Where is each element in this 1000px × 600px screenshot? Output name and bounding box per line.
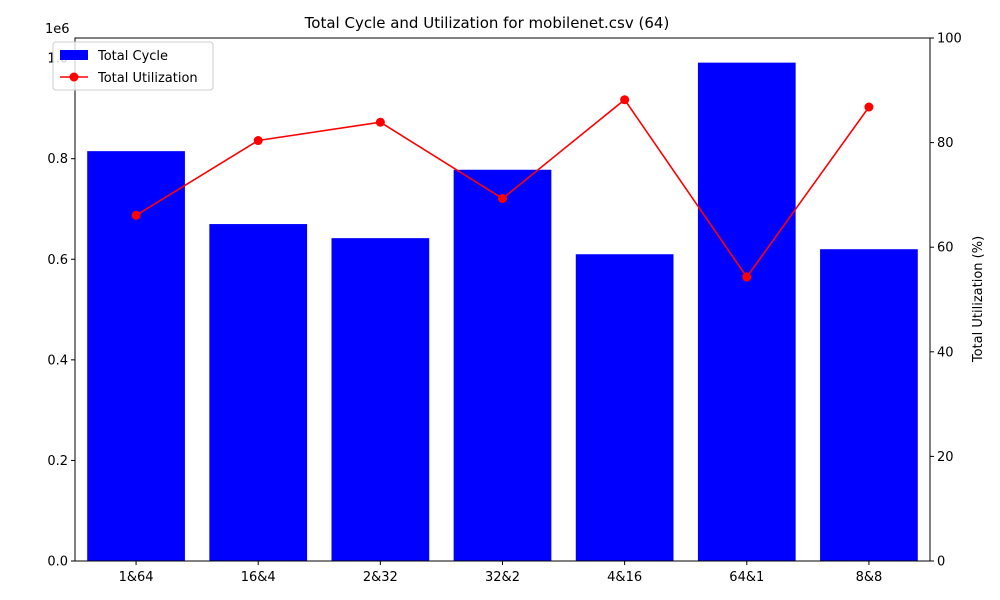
x-axis-tick-label: 32&2 — [485, 570, 520, 585]
bar-total-cycle — [820, 249, 918, 561]
left-axis-tick-label: 0.2 — [47, 454, 68, 469]
x-axis-tick-label: 4&16 — [607, 570, 642, 585]
left-axis-tick-label: 0.4 — [47, 353, 68, 368]
point-total-utilization — [864, 102, 874, 112]
left-axis-tick-label: 0.0 — [47, 555, 68, 570]
legend-label-total-cycle: Total Cycle — [97, 49, 168, 64]
x-axis-tick-label: 64&1 — [729, 570, 764, 585]
legend-swatch-total-utilization-marker — [69, 72, 79, 82]
point-total-utilization — [131, 210, 141, 220]
legend: Total Cycle Total Utilization — [52, 41, 214, 91]
chart-title: Total Cycle and Utilization for mobilene… — [304, 14, 670, 32]
right-axis-tick-label: 60 — [937, 241, 954, 256]
x-axis-tick-label: 1&64 — [119, 570, 154, 585]
bar-total-cycle — [331, 238, 430, 561]
legend-label-total-utilization: Total Utilization — [97, 71, 198, 86]
right-axis-label: Total Utilization (%) — [971, 236, 986, 363]
left-axis-tick-label: 0.6 — [47, 253, 68, 268]
point-total-utilization — [620, 95, 630, 105]
right-axis-tick-label: 40 — [937, 345, 954, 360]
right-axis-tick-label: 20 — [937, 450, 954, 465]
point-total-utilization — [742, 272, 752, 282]
point-total-utilization — [498, 194, 507, 204]
right-axis-tick-label: 0 — [937, 555, 945, 570]
left-axis-tick-label: 0.8 — [47, 152, 68, 167]
x-axis-tick-label: 16&4 — [241, 570, 276, 585]
bar-total-cycle — [697, 62, 796, 561]
bar-total-cycle — [575, 254, 674, 561]
left-axis-offset-text: 1e6 — [45, 22, 70, 37]
axes-layer: 0.00.20.40.60.81.00204060801001&6416&42&… — [47, 32, 962, 586]
bar-total-cycle — [209, 224, 308, 561]
right-axis-tick-label: 80 — [937, 136, 954, 151]
x-axis-tick-label: 8&8 — [856, 570, 883, 585]
x-axis-tick-label: 2&32 — [363, 570, 398, 585]
line-layer — [131, 95, 874, 282]
point-total-utilization — [253, 136, 263, 146]
bar-total-cycle — [453, 169, 552, 561]
legend-frame — [52, 41, 214, 91]
point-total-utilization — [375, 117, 385, 127]
bars-layer — [87, 62, 918, 561]
legend-swatch-total-cycle — [60, 50, 88, 60]
right-axis-tick-label: 100 — [937, 32, 962, 47]
